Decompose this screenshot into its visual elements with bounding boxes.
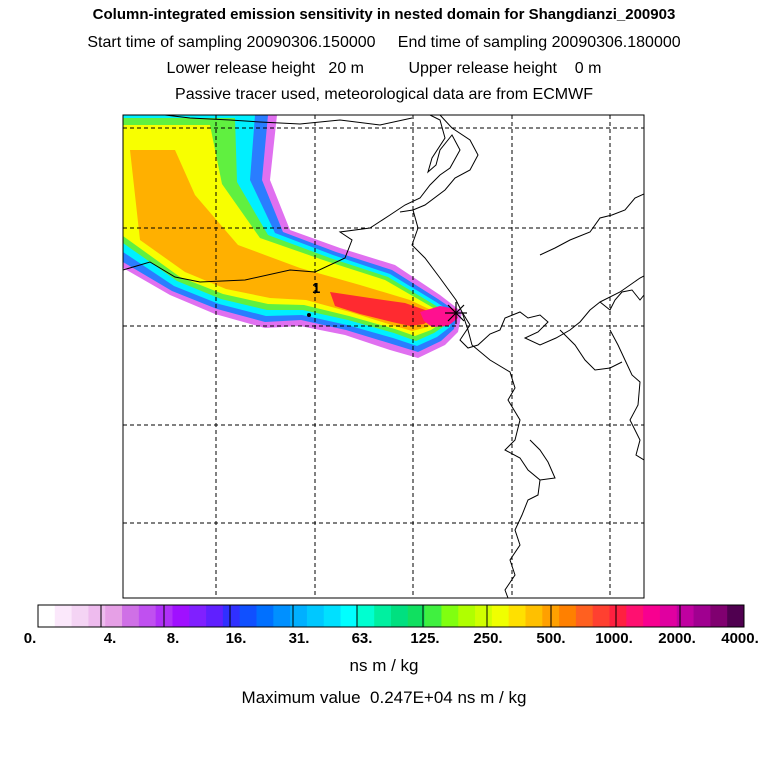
colorbar-swatch	[306, 605, 325, 627]
colorbar-swatch	[290, 605, 308, 627]
lat-lon-grid	[123, 115, 644, 598]
colorbar-swatch	[38, 605, 56, 627]
colorbar-tick-label: 8.	[166, 630, 180, 647]
colorbar-tick-label: 1000.	[595, 630, 633, 647]
colorbar-swatch	[693, 605, 711, 627]
colorbar-tick-label: 4000.	[721, 630, 759, 647]
colorbar-swatch	[727, 605, 745, 627]
colorbar-swatch	[256, 605, 274, 627]
colorbar-swatch	[273, 605, 291, 627]
colorbar-swatch	[676, 605, 695, 627]
colorbar-swatch	[357, 605, 375, 627]
colorbar-swatch	[138, 605, 157, 627]
colorbar-frame	[37, 604, 745, 628]
colorbar-tick-label: 0.	[23, 630, 37, 647]
colorbar-swatch	[407, 605, 426, 627]
colorbar-swatch	[575, 605, 594, 627]
coastlines	[123, 115, 644, 598]
colorbar-tick-label: 63.	[351, 630, 373, 647]
colorbar-swatch	[189, 605, 207, 627]
tracer-info-line: Passive tracer used, meteorological data…	[175, 86, 593, 103]
maximum-value-text: Maximum value 0.247E+04 ns m / kg	[241, 688, 527, 707]
colorbar-swatch	[441, 605, 459, 627]
colorbar-swatch	[592, 605, 611, 627]
colorbar-swatch	[206, 605, 224, 627]
colorbar-swatch	[559, 605, 577, 627]
colorbar-swatch	[239, 605, 258, 627]
colorbar-swatch	[710, 605, 728, 627]
map-frame	[122, 114, 645, 599]
plume-red	[330, 292, 432, 326]
colorbar-units: ns m / kg	[349, 656, 419, 675]
colorbar-swatch	[475, 605, 493, 627]
colorbar-swatch	[609, 605, 627, 627]
colorbar-swatch	[458, 605, 476, 627]
plume-yellow	[123, 125, 445, 336]
colorbar-swatch	[525, 605, 543, 627]
colorbar-swatch	[71, 605, 89, 627]
release-height-line: Lower release height 20 m Upper release …	[166, 60, 602, 77]
colorbar-swatch	[626, 605, 644, 627]
plume-orange	[130, 150, 438, 331]
colorbar-tick-label: 250.	[473, 630, 503, 647]
colorbar-tick-label: 16.	[225, 630, 247, 647]
colorbar-tick-label: 31.	[288, 630, 310, 647]
colorbar-swatch	[491, 605, 510, 627]
colorbar-swatch	[323, 605, 342, 627]
receptor-star-icon	[445, 302, 467, 324]
colorbar-tick-label: 2000.	[658, 630, 696, 647]
colorbar-swatch	[374, 605, 392, 627]
colorbar-tick-label: 4.	[103, 630, 117, 647]
colorbar	[37, 605, 745, 627]
colorbar-swatch	[643, 605, 661, 627]
colorbar-swatch	[172, 605, 190, 627]
colorbar-swatch	[222, 605, 241, 627]
trajectory-label: 1	[312, 280, 320, 297]
colorbar-swatch	[54, 605, 73, 627]
colorbar-swatch	[424, 605, 442, 627]
colorbar-swatch	[88, 605, 106, 627]
colorbar-tick-label: 125.	[410, 630, 440, 647]
sampling-time-line: Start time of sampling 20090306.150000 E…	[87, 34, 681, 51]
plot-title: Column-integrated emission sensitivity i…	[92, 6, 676, 23]
location-dot	[307, 313, 311, 317]
colorbar-swatch	[122, 605, 140, 627]
colorbar-swatch	[659, 605, 678, 627]
colorbar-swatch	[508, 605, 526, 627]
plume-layer	[123, 115, 644, 598]
plume-core	[420, 306, 458, 327]
colorbar-swatch	[391, 605, 409, 627]
colorbar-swatch	[340, 605, 358, 627]
colorbar-swatch	[105, 605, 123, 627]
colorbar-tick-label: 500.	[536, 630, 566, 647]
